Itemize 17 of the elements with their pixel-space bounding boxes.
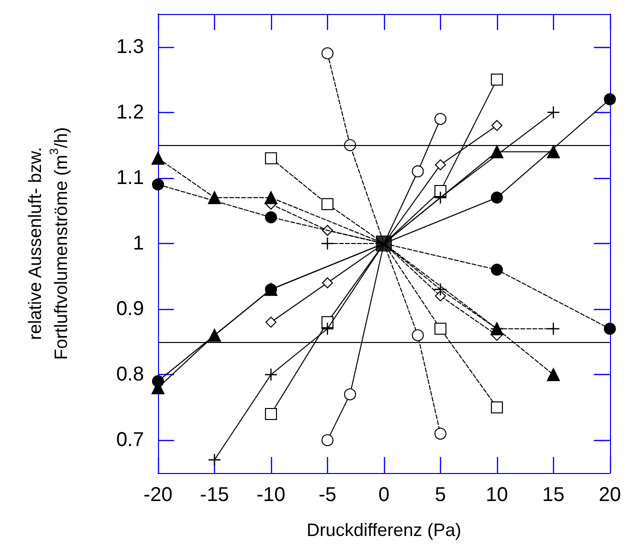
y-tick-label: 1.1 — [116, 166, 144, 189]
y-tick-label: 1.2 — [116, 101, 144, 124]
x-tick-label: -15 — [200, 484, 229, 506]
x-tick-label: 20 — [598, 484, 621, 506]
x-axis-title: Druckdifferenz (Pa) — [306, 520, 462, 540]
y-tick-label: 1 — [132, 232, 144, 254]
x-tick-label: -5 — [318, 484, 336, 506]
x-tick-label: 10 — [486, 484, 508, 506]
y-tick-label: 0.9 — [116, 298, 144, 320]
y-tick-label: 0.7 — [116, 429, 144, 452]
x-tick-label: -20 — [144, 484, 172, 506]
x-tick-label: 15 — [542, 484, 565, 506]
x-tick-label: 0 — [378, 484, 390, 506]
y-tick-label: 1.3 — [116, 36, 144, 58]
x-tick-label: -10 — [256, 484, 286, 506]
x-tick-label: 5 — [434, 484, 446, 506]
y-tick-label: 0.8 — [116, 364, 144, 386]
